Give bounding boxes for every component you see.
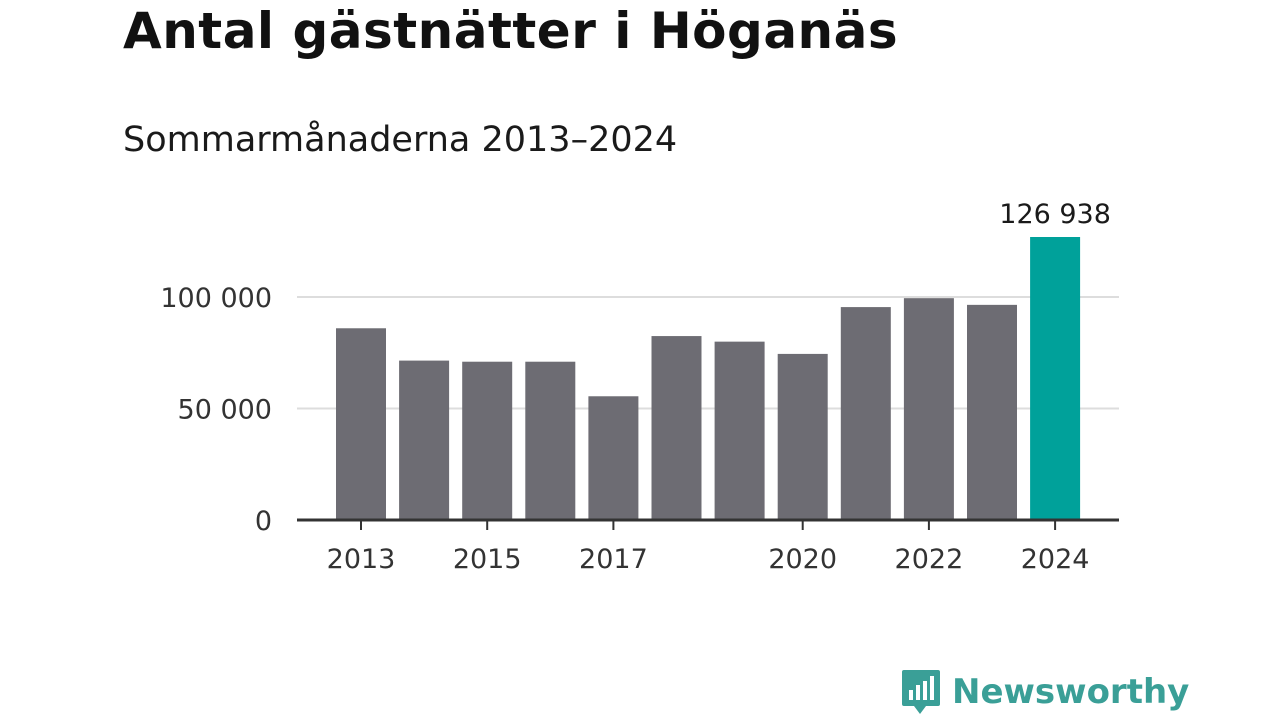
y-tick-label: 100 000 bbox=[160, 283, 272, 314]
data-label: 126 938 bbox=[999, 199, 1111, 230]
bar-2013 bbox=[336, 328, 386, 520]
bar-2018 bbox=[651, 336, 702, 520]
bar-2019 bbox=[714, 341, 765, 520]
bar-2021 bbox=[840, 307, 891, 520]
x-tick-label: 2022 bbox=[895, 544, 964, 575]
chart-subtitle: Sommarmånaderna 2013–2024 bbox=[123, 120, 678, 160]
bar-2022 bbox=[903, 298, 954, 520]
x-tick-label: 2024 bbox=[1021, 544, 1090, 575]
y-tick-label: 50 000 bbox=[178, 395, 272, 426]
bar-2024 bbox=[1030, 237, 1081, 520]
newsworthy-logo-icon bbox=[902, 670, 940, 714]
y-tick-label: 0 bbox=[255, 506, 272, 537]
x-tick-label: 2017 bbox=[579, 544, 648, 575]
bar-2020 bbox=[777, 353, 828, 520]
x-tick-label: 2013 bbox=[327, 544, 396, 575]
bar-2015 bbox=[462, 361, 513, 520]
bar-2017 bbox=[588, 396, 639, 520]
brand-name: Newsworthy bbox=[952, 672, 1190, 712]
bar-2023 bbox=[967, 304, 1017, 520]
chart-title: Antal gästnätter i Höganäs bbox=[123, 2, 899, 60]
bar-2016 bbox=[525, 361, 576, 520]
x-tick-label: 2015 bbox=[453, 544, 522, 575]
x-tick-label: 2020 bbox=[768, 544, 837, 575]
bar-2014 bbox=[399, 360, 450, 520]
newsworthy-logo: Newsworthy bbox=[900, 668, 1189, 716]
